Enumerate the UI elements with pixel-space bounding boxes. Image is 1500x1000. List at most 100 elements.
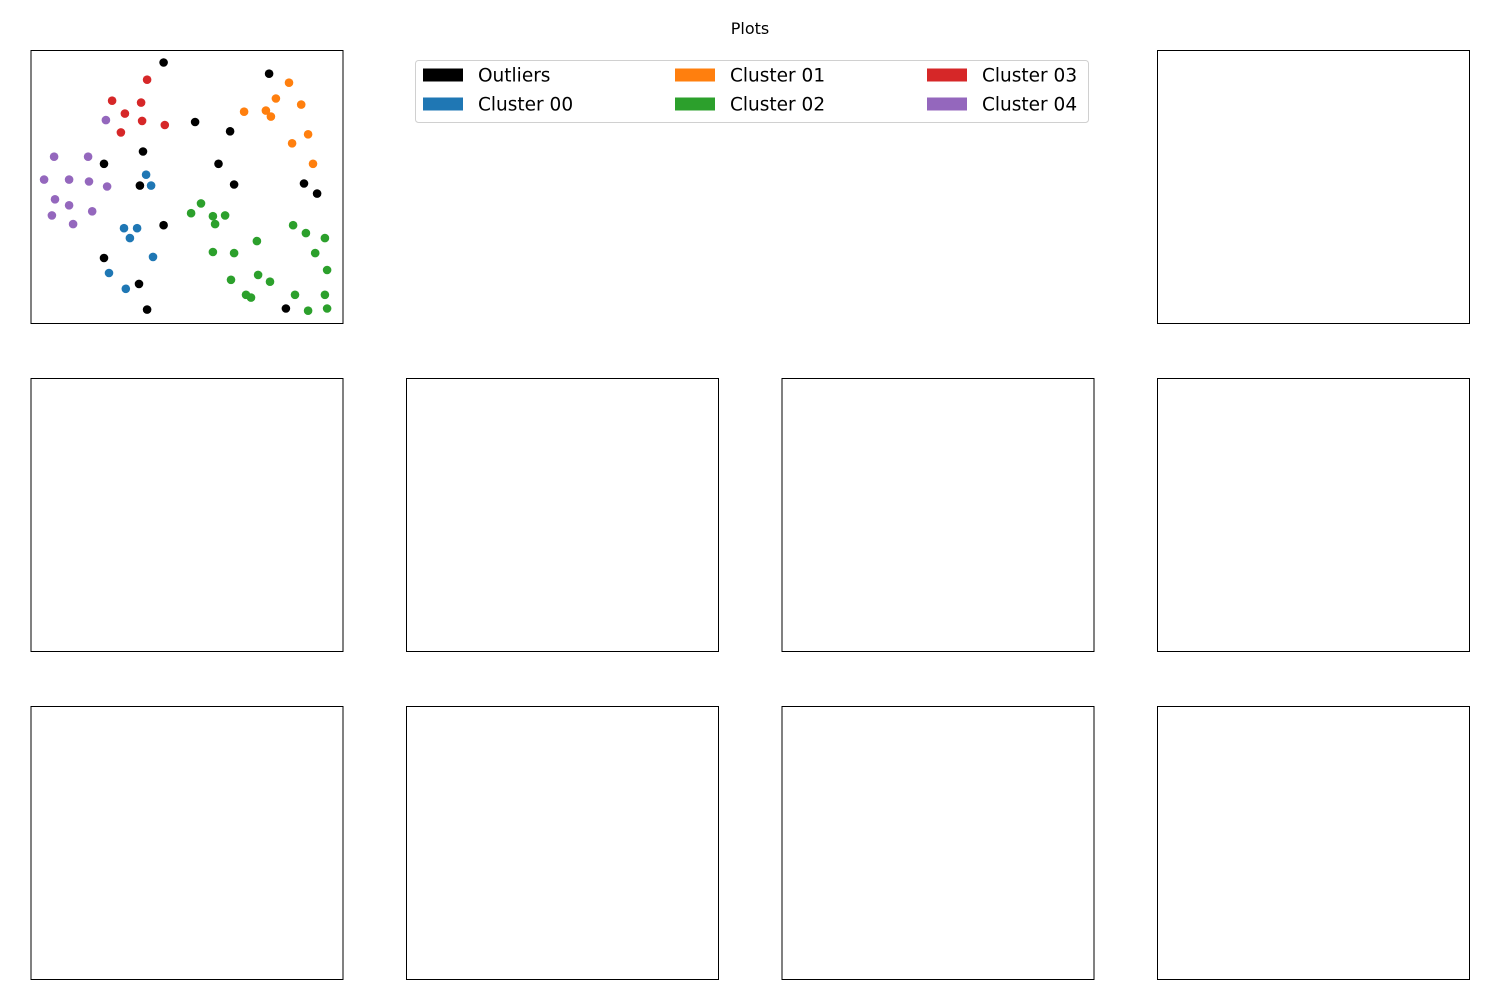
empty-panel-frame: [1157, 378, 1470, 652]
data-point: [141, 170, 151, 179]
data-point: [261, 106, 271, 115]
empty-panel-7: [406, 706, 719, 980]
data-point: [190, 117, 200, 127]
data-point: [125, 233, 135, 243]
data-point: [116, 128, 126, 137]
legend-entry: Cluster 04: [927, 95, 1077, 116]
data-point: [208, 247, 218, 257]
scatter-panel: [30, 50, 344, 324]
legend-entry: Cluster 03: [927, 66, 1077, 87]
data-point: [107, 96, 117, 105]
data-point: [68, 219, 78, 229]
data-point: [303, 130, 313, 139]
data-point: [148, 252, 158, 262]
data-point: [310, 248, 320, 258]
legend-label: Cluster 00: [478, 95, 573, 116]
series-cluster-00: [104, 170, 158, 294]
data-point: [229, 180, 239, 189]
data-point: [49, 152, 59, 161]
empty-panel-frame: [781, 706, 1095, 980]
empty-panel-5: [1157, 378, 1470, 652]
legend-swatch: [423, 68, 463, 82]
legend-swatch: [927, 97, 967, 111]
series-cluster-03: [107, 75, 170, 137]
empty-panel-frame: [30, 706, 344, 980]
data-point: [102, 182, 112, 191]
data-point: [312, 189, 322, 198]
data-point: [121, 284, 131, 294]
legend-label: Outliers: [478, 66, 550, 87]
empty-panel-frame: [1157, 50, 1470, 324]
figure-title: Plots: [731, 19, 770, 38]
data-point: [284, 78, 294, 87]
legend: Outliers Cluster 00 Cluster 01 Cluster 02 Cl…: [415, 60, 1089, 123]
empty-panel-frame: [406, 378, 719, 652]
empty-panel-2: [30, 378, 344, 652]
legend-entry: Cluster 00: [423, 95, 573, 116]
series-cluster-01: [239, 78, 318, 169]
data-point: [87, 207, 97, 216]
data-point: [142, 75, 152, 84]
empty-panel-frame: [406, 706, 719, 980]
data-point: [196, 199, 206, 208]
series-cluster-02: [186, 199, 332, 316]
data-point: [301, 228, 311, 238]
legend-swatch: [675, 68, 715, 82]
data-point: [99, 159, 109, 169]
data-point: [288, 220, 298, 230]
empty-panel-6: [30, 706, 344, 980]
scatter-panel-frame: [30, 50, 344, 324]
data-point: [104, 268, 114, 278]
data-point: [225, 127, 235, 136]
data-point: [136, 98, 146, 107]
data-point: [239, 107, 249, 116]
data-point: [287, 139, 297, 148]
data-point: [290, 290, 300, 300]
data-point: [186, 208, 196, 218]
data-point: [252, 236, 262, 246]
data-point: [320, 233, 330, 243]
legend-entry: Cluster 01: [675, 66, 825, 87]
legend-entry: Outliers: [423, 66, 550, 87]
data-point: [120, 109, 130, 118]
data-point: [303, 306, 313, 316]
data-point: [159, 58, 168, 67]
data-point: [50, 195, 60, 204]
data-point: [142, 305, 152, 314]
data-point: [299, 179, 309, 188]
data-point: [137, 116, 147, 126]
series-cluster-04: [39, 115, 112, 229]
data-point: [229, 248, 239, 258]
data-point: [322, 304, 332, 313]
empty-panel-4: [781, 378, 1095, 652]
data-point: [214, 159, 223, 169]
data-point: [281, 304, 291, 313]
empty-panel-1: [1157, 50, 1470, 324]
subplot-grid: [30, 50, 1470, 980]
empty-panel-frame: [781, 378, 1095, 652]
data-point: [83, 152, 93, 161]
legend-entry: Cluster 02: [675, 95, 825, 116]
data-point: [208, 211, 218, 221]
data-point: [220, 211, 230, 220]
data-point: [226, 275, 236, 285]
data-point: [322, 265, 332, 275]
data-point: [135, 181, 145, 190]
data-point: [265, 277, 275, 287]
data-point: [146, 181, 156, 190]
legend-label: Cluster 04: [982, 95, 1077, 116]
data-point: [210, 219, 220, 229]
empty-panel-8: [781, 706, 1095, 980]
data-point: [64, 175, 74, 184]
data-point: [132, 223, 142, 233]
series-outliers: [99, 58, 322, 314]
data-point: [47, 211, 57, 220]
data-point: [39, 175, 49, 184]
legend-swatch: [675, 97, 715, 111]
data-point: [308, 159, 318, 169]
empty-panel-frame: [30, 378, 344, 652]
data-point: [253, 270, 263, 280]
data-point: [266, 112, 276, 121]
data-point: [160, 120, 170, 130]
